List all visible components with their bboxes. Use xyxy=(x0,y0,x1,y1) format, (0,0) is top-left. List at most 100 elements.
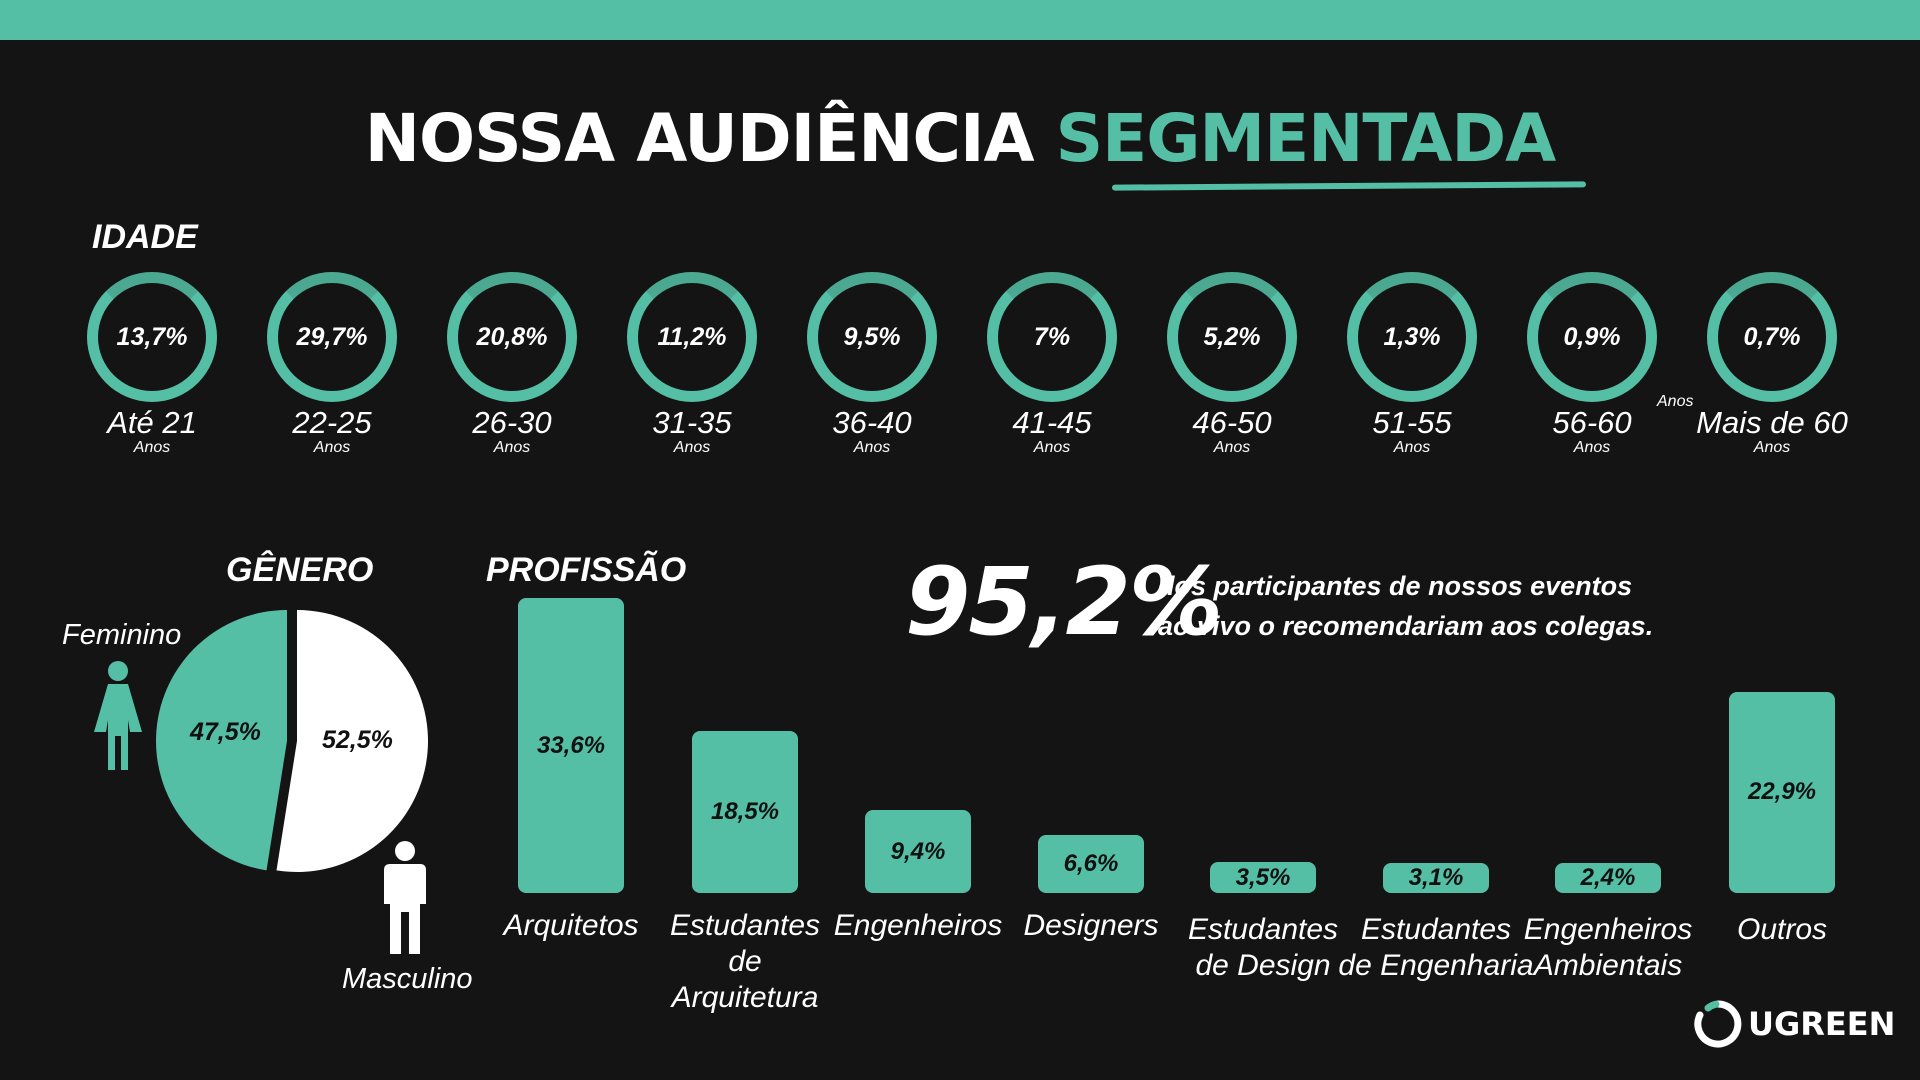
age-item: 9,5% 36-40 Anos xyxy=(787,272,957,456)
profession-label: Engenheiros Ambientais xyxy=(1508,912,1708,984)
highlight-line-1: dos participantes de nossos eventos xyxy=(1158,571,1633,601)
profession-label-line: Estudantes xyxy=(1187,913,1339,946)
age-item: 7% 41-45 Anos xyxy=(967,272,1137,456)
profession-label-line: Estudantes xyxy=(669,909,821,942)
age-value: 29,7% xyxy=(296,322,368,351)
age-value: 0,7% xyxy=(1743,322,1801,351)
age-item: 11,2% 31-35 Anos xyxy=(607,272,777,456)
age-value: 5,2% xyxy=(1203,322,1261,351)
age-ring: 11,2% xyxy=(627,272,757,402)
profession-label-line: Engenheiros xyxy=(1523,913,1693,946)
age-unit: Anos xyxy=(493,439,531,456)
pie-slice-masculino xyxy=(276,610,428,872)
profession-bar: 22,9% xyxy=(1729,691,1835,893)
profession-bar: 3,1% xyxy=(1383,863,1489,893)
masculino-label: Masculino xyxy=(342,963,473,995)
age-label: 46-50 xyxy=(1192,405,1272,440)
age-ring: 9,5% xyxy=(807,272,937,402)
age-unit: Anos xyxy=(1213,439,1251,456)
age-item: 29,7% 22-25 Anos xyxy=(247,272,417,456)
pie-label-masculino: 52,5% xyxy=(322,726,393,754)
age-label: Até 21 xyxy=(107,405,197,440)
brand-logo: UGREEN xyxy=(1694,1000,1895,1048)
highlight-value: 95,2% xyxy=(905,548,1223,657)
pie-label-feminino: 47,5% xyxy=(190,718,261,746)
age-value: 0,9% xyxy=(1563,322,1621,351)
top-accent-bar xyxy=(0,0,1920,40)
profession-label: Arquitetos xyxy=(471,908,671,944)
age-unit: Anos xyxy=(853,439,891,456)
profession-label-line: Designers xyxy=(1023,909,1159,942)
age-value: 7% xyxy=(1033,322,1071,351)
age-ring: 5,2% xyxy=(1167,272,1297,402)
age-unit: Anos xyxy=(1033,439,1071,456)
page-title: NOSSA AUDIÊNCIA SEGMENTADA xyxy=(0,100,1920,177)
age-value: 9,5% xyxy=(843,322,901,351)
age-item: 5,2% 46-50 Anos xyxy=(1147,272,1317,456)
profession-label-line: Arquitetura xyxy=(671,981,819,1014)
profession-label: Estudantes de Design xyxy=(1163,912,1363,984)
age-value: 1,3% xyxy=(1383,322,1441,351)
feminino-label: Feminino xyxy=(62,619,182,651)
age-ring: 7% xyxy=(987,272,1117,402)
profession-label: Designers xyxy=(991,908,1191,944)
title-underline xyxy=(1111,181,1587,191)
profession-label-line: Outros xyxy=(1736,913,1828,946)
title-white: NOSSA AUDIÊNCIA xyxy=(364,100,1035,177)
age-ring: 20,8% xyxy=(447,272,577,402)
age-extra-unit: Anos xyxy=(1657,393,1694,410)
profession-label-line: Engenheiros xyxy=(833,909,1003,942)
bar-value: 18,5% xyxy=(710,797,780,825)
age-label: Mais de 60 xyxy=(1696,405,1848,440)
logo-text: UGREEN xyxy=(1748,1005,1896,1043)
age-unit: Anos xyxy=(133,439,171,456)
bar-value: 6,6% xyxy=(1063,850,1119,878)
age-ring: 1,3% xyxy=(1347,272,1477,402)
profession-label-line: Arquitetos xyxy=(503,909,639,942)
highlight-line-2: ao vivo o recomendariam aos colegas. xyxy=(1158,611,1654,641)
age-unit: Anos xyxy=(313,439,351,456)
age-ring: 0,7% xyxy=(1707,272,1837,402)
profession-bar: 6,6% xyxy=(1038,835,1144,893)
profession-bar: 2,4% xyxy=(1555,863,1661,893)
male-icon xyxy=(384,841,426,954)
profession-bar: 18,5% xyxy=(692,730,798,893)
ugreen-logo-icon xyxy=(1694,1000,1742,1048)
section-genero: GÊNERO xyxy=(226,551,374,589)
age-item: 13,7% Até 21 Anos xyxy=(67,272,237,456)
age-item: 0,9% 56-60 Anos xyxy=(1507,272,1677,456)
pie-slice-feminino xyxy=(156,610,287,871)
age-label: 41-45 xyxy=(1012,405,1092,440)
highlight-text: dos participantes de nossos eventos ao v… xyxy=(1158,566,1653,646)
age-unit: Anos xyxy=(1393,439,1431,456)
profession-label: Estudantes de Arquitetura xyxy=(645,908,845,1016)
profession-label-line: de Engenharia xyxy=(1338,949,1534,982)
profession-label: Outros xyxy=(1682,912,1882,948)
age-unit: Anos xyxy=(673,439,711,456)
bar-value: 3,1% xyxy=(1408,864,1464,891)
bar-value: 3,5% xyxy=(1235,863,1291,891)
age-ring: 29,7% xyxy=(267,272,397,402)
profession-label: Estudantes de Engenharia xyxy=(1336,912,1536,984)
age-value: 20,8% xyxy=(476,322,548,351)
profession-label: Engenheiros xyxy=(818,908,1018,944)
bar-value: 33,6% xyxy=(536,731,606,759)
age-ring: 0,9% xyxy=(1527,272,1657,402)
age-label: 22-25 xyxy=(292,405,372,440)
age-unit: Anos xyxy=(1753,439,1791,456)
section-idade: IDADE xyxy=(92,218,198,256)
age-label: 26-30 xyxy=(472,405,552,440)
age-unit: Anos xyxy=(1573,439,1611,456)
profession-bar: 3,5% xyxy=(1210,862,1316,893)
bar-value: 2,4% xyxy=(1580,864,1636,891)
profession-label-line: Estudantes xyxy=(1360,913,1512,946)
bar-value: 22,9% xyxy=(1747,778,1817,806)
age-label: 51-55 xyxy=(1372,405,1452,440)
gender-pie xyxy=(156,610,428,872)
age-item: 20,8% 26-30 Anos xyxy=(427,272,597,456)
age-label: 36-40 xyxy=(832,405,912,440)
age-item: 0,7% Mais de 60 Anos xyxy=(1687,272,1857,456)
age-value: 13,7% xyxy=(116,322,188,351)
section-profissao: PROFISSÃO xyxy=(486,551,687,589)
age-item: 1,3% 51-55 Anos xyxy=(1327,272,1497,456)
